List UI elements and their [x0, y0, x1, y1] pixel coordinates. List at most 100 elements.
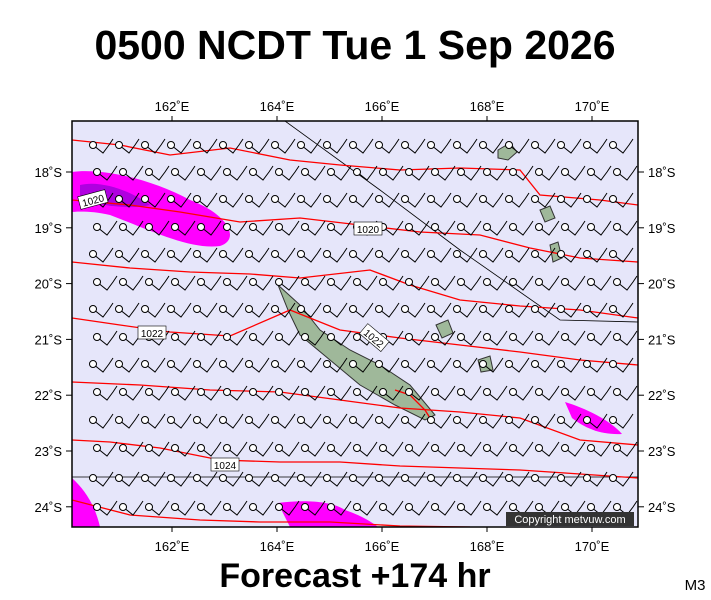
barb-stem — [148, 330, 170, 346]
barb-stem — [356, 165, 378, 181]
station — [323, 474, 331, 482]
station — [323, 360, 331, 368]
barb-stem — [616, 441, 638, 457]
barb-stem — [248, 471, 270, 487]
wind-barb — [613, 330, 638, 346]
wind-barb — [375, 138, 400, 154]
barb-stem — [278, 165, 300, 181]
lat-label-left: 24˚S — [35, 500, 63, 515]
wind-barb — [171, 500, 196, 516]
barb-stem — [196, 302, 218, 318]
station — [431, 388, 439, 396]
barb-stem — [226, 275, 248, 291]
station — [583, 195, 591, 203]
wind-barb — [375, 357, 400, 373]
wind-barb — [427, 247, 452, 263]
wind-barb — [609, 471, 634, 487]
title: 0500 NCDT Tue 1 Sep 2026 — [94, 22, 615, 68]
station — [115, 141, 123, 149]
wind-barb — [145, 441, 170, 457]
isobar-label-group: 1022 — [137, 325, 167, 340]
station — [275, 168, 283, 176]
barb-stem — [508, 357, 530, 373]
station — [249, 278, 257, 286]
station — [379, 388, 387, 396]
barb-stem — [300, 302, 322, 318]
wind-barb — [609, 357, 634, 373]
model-label: M3 — [685, 577, 706, 594]
station — [297, 305, 305, 313]
wind-barb — [431, 500, 456, 516]
station — [275, 333, 283, 341]
station — [353, 333, 361, 341]
barb-stem — [560, 247, 582, 263]
barb-stem — [382, 385, 404, 401]
wind-barb — [93, 165, 118, 181]
station — [301, 223, 309, 231]
wind-barb — [531, 413, 556, 429]
station — [193, 195, 201, 203]
station — [219, 416, 227, 424]
station — [479, 305, 487, 313]
barb-stem — [252, 385, 274, 401]
station — [197, 168, 205, 176]
wind-barb — [167, 247, 192, 263]
wind-barb — [587, 385, 612, 401]
station — [431, 444, 439, 452]
wind-barb — [613, 275, 638, 291]
station — [479, 141, 487, 149]
barb-stem — [612, 247, 634, 263]
wind-barb — [141, 247, 166, 263]
station — [587, 503, 595, 511]
barb-stem — [512, 275, 534, 291]
barb-stem — [148, 500, 170, 516]
station — [535, 223, 543, 231]
wind-barb — [587, 165, 612, 181]
wind-barb — [609, 247, 634, 263]
barb-stem — [248, 247, 270, 263]
barb-stem — [430, 357, 452, 373]
barb-stem — [564, 385, 586, 401]
barb-stem — [586, 192, 608, 208]
copyright-box — [506, 512, 634, 526]
wind-barb — [301, 165, 326, 181]
barb-stem — [460, 330, 482, 346]
wind-barb — [349, 192, 374, 208]
wind-barb — [431, 220, 456, 236]
wind-barb — [223, 330, 248, 346]
barb-stem — [616, 500, 638, 516]
station — [483, 444, 491, 452]
station — [509, 278, 517, 286]
wind-barb — [557, 138, 582, 154]
station — [535, 444, 543, 452]
station — [323, 250, 331, 258]
barb-stem — [330, 220, 352, 236]
wind-barb — [453, 138, 478, 154]
barb-stem — [408, 385, 430, 401]
wind-barb — [583, 138, 608, 154]
barb-stem — [408, 275, 430, 291]
barb-stem — [170, 471, 192, 487]
wind-barb — [483, 275, 508, 291]
barb-stem — [304, 330, 326, 346]
barb-stem — [586, 413, 608, 429]
station — [249, 333, 257, 341]
forecast-label: Forecast +174 hr — [219, 557, 490, 595]
wind-barb — [249, 385, 274, 401]
station — [561, 444, 569, 452]
wind-barb — [379, 275, 404, 291]
barb-stem — [174, 441, 196, 457]
wind-barb — [193, 302, 218, 318]
barb-stem — [408, 330, 430, 346]
lon-label-top: 164˚E — [260, 99, 295, 114]
barb-stem — [460, 275, 482, 291]
barb-stem — [92, 247, 114, 263]
barb-stem — [434, 385, 456, 401]
station — [271, 360, 279, 368]
wind-barb — [405, 165, 430, 181]
station — [609, 474, 617, 482]
station — [405, 223, 413, 231]
barb-stem — [482, 192, 504, 208]
barb-stem — [304, 500, 326, 516]
station — [297, 141, 305, 149]
